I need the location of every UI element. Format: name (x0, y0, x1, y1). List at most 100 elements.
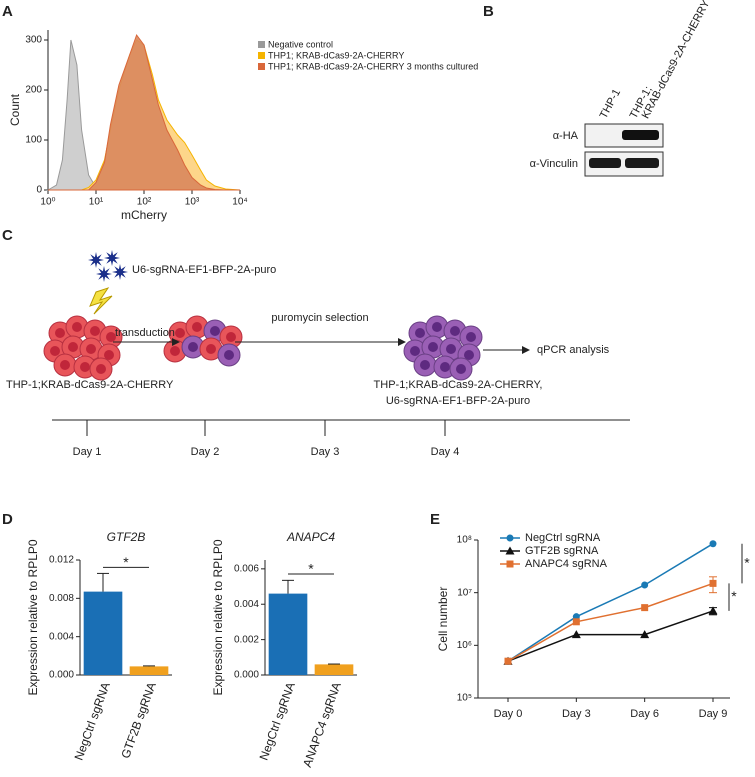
nucleus (446, 344, 456, 354)
x-tick-label: NegCtrl sgRNA (72, 680, 113, 762)
legend-label: THP1; KRAB-dCas9-2A-CHERRY 3 months cult… (268, 61, 478, 71)
x-tick-label: ANAPC4 sgRNA (300, 680, 344, 769)
legend-swatch (258, 41, 265, 48)
legend-label: NegCtrl sgRNA (525, 532, 601, 544)
nucleus (96, 364, 106, 374)
histogram-area (48, 33, 240, 191)
nucleus (72, 322, 82, 332)
bar (129, 666, 169, 675)
x-tick-label: 10³ (185, 197, 200, 208)
point (641, 581, 649, 589)
nucleus (55, 328, 65, 338)
y-axis-label: Expression relative to RPLP0 (211, 539, 225, 695)
bar (314, 664, 354, 675)
nucleus (68, 342, 78, 352)
point (504, 657, 512, 665)
x-tick-label: 10² (137, 197, 152, 208)
y-tick-label: 100 (25, 135, 42, 146)
y-tick-label: 0.006 (234, 563, 259, 574)
x-tick-label: Day 0 (494, 708, 523, 720)
point (572, 618, 580, 626)
virus (96, 266, 112, 282)
vector-label: U6-sgRNA-EF1-BFP-2A-puro (132, 264, 276, 276)
virus (104, 250, 120, 266)
y-tick-label: 300 (25, 35, 42, 46)
nucleus (104, 350, 114, 360)
nucleus (86, 344, 96, 354)
panel-label: B (483, 3, 494, 20)
nucleus (106, 332, 116, 342)
row-label: α-HA (553, 130, 579, 142)
panel-label: C (2, 227, 13, 244)
nucleus (50, 346, 60, 356)
point (709, 579, 717, 587)
y-axis-label: Expression relative to RPLP0 (26, 539, 40, 695)
day-label: Day 3 (311, 446, 340, 458)
y-tick-label: 0.004 (234, 599, 259, 610)
point (506, 560, 514, 568)
lightning (89, 287, 113, 315)
chart-title: GTF2B (107, 530, 146, 544)
y-tick-label: 10⁷ (457, 587, 472, 598)
y-axis-label: Count (8, 93, 22, 126)
point (641, 604, 649, 612)
y-tick-label: 10⁶ (457, 640, 472, 651)
y-tick-label: 0.012 (49, 555, 74, 566)
nucleus (226, 332, 236, 342)
virus (112, 264, 128, 280)
legend-swatch (258, 63, 265, 70)
x-tick-label: 10⁴ (232, 197, 247, 208)
significance-label: * (123, 554, 129, 570)
y-tick-label: 0.000 (234, 670, 259, 681)
y-tick-label: 200 (25, 85, 42, 96)
bar (83, 591, 123, 675)
panel-label: D (2, 511, 13, 528)
nucleus (428, 342, 438, 352)
y-axis-label: Cell number (436, 587, 450, 652)
nucleus (450, 326, 460, 336)
lane-label: KRAB-dCas9-2A-CHERRY (640, 0, 713, 121)
point (708, 606, 718, 615)
nucleus (170, 346, 180, 356)
lane-label: THP-1 (598, 87, 624, 121)
blot-band (589, 158, 621, 168)
significance-label: * (731, 588, 737, 604)
x-axis-label: mCherry (121, 208, 167, 222)
cell-label: THP-1;KRAB-dCas9-2A-CHERRY, (374, 379, 543, 391)
significance-label: * (308, 561, 314, 577)
nucleus (188, 342, 198, 352)
panel-label: E (430, 511, 440, 528)
point (571, 630, 581, 639)
nucleus (60, 360, 70, 370)
day-label: Day 4 (431, 446, 460, 458)
x-tick-label: NegCtrl sgRNA (257, 680, 298, 762)
y-tick-label: 0.000 (49, 670, 74, 681)
point (640, 630, 650, 639)
x-tick-label: Day 3 (562, 708, 591, 720)
significance-label: * (744, 554, 750, 570)
arrow-head (522, 346, 530, 354)
legend-label: Negative control (268, 39, 333, 49)
cell-label: THP-1;KRAB-dCas9-2A-CHERRY (6, 379, 174, 391)
point (505, 546, 515, 555)
point (709, 540, 717, 548)
series-line (507, 582, 714, 662)
legend-swatch (258, 52, 265, 59)
cell-clusters (43, 250, 483, 381)
x-tick-label: GTF2B sgRNA (118, 680, 159, 760)
step-label: transduction (115, 327, 175, 339)
y-tick-label: 0.002 (234, 634, 259, 645)
legend-label: THP1; KRAB-dCas9-2A-CHERRY (268, 50, 404, 60)
chart-title: ANAPC4 (286, 530, 335, 544)
nucleus (420, 360, 430, 370)
bar (268, 593, 308, 675)
blot-band (622, 130, 659, 140)
x-tick-label: Day 9 (699, 708, 728, 720)
day-label: Day 1 (73, 446, 102, 458)
y-tick-label: 0.008 (49, 593, 74, 604)
nucleus (432, 322, 442, 332)
nucleus (90, 326, 100, 336)
arrow-head (172, 338, 180, 346)
nucleus (206, 344, 216, 354)
